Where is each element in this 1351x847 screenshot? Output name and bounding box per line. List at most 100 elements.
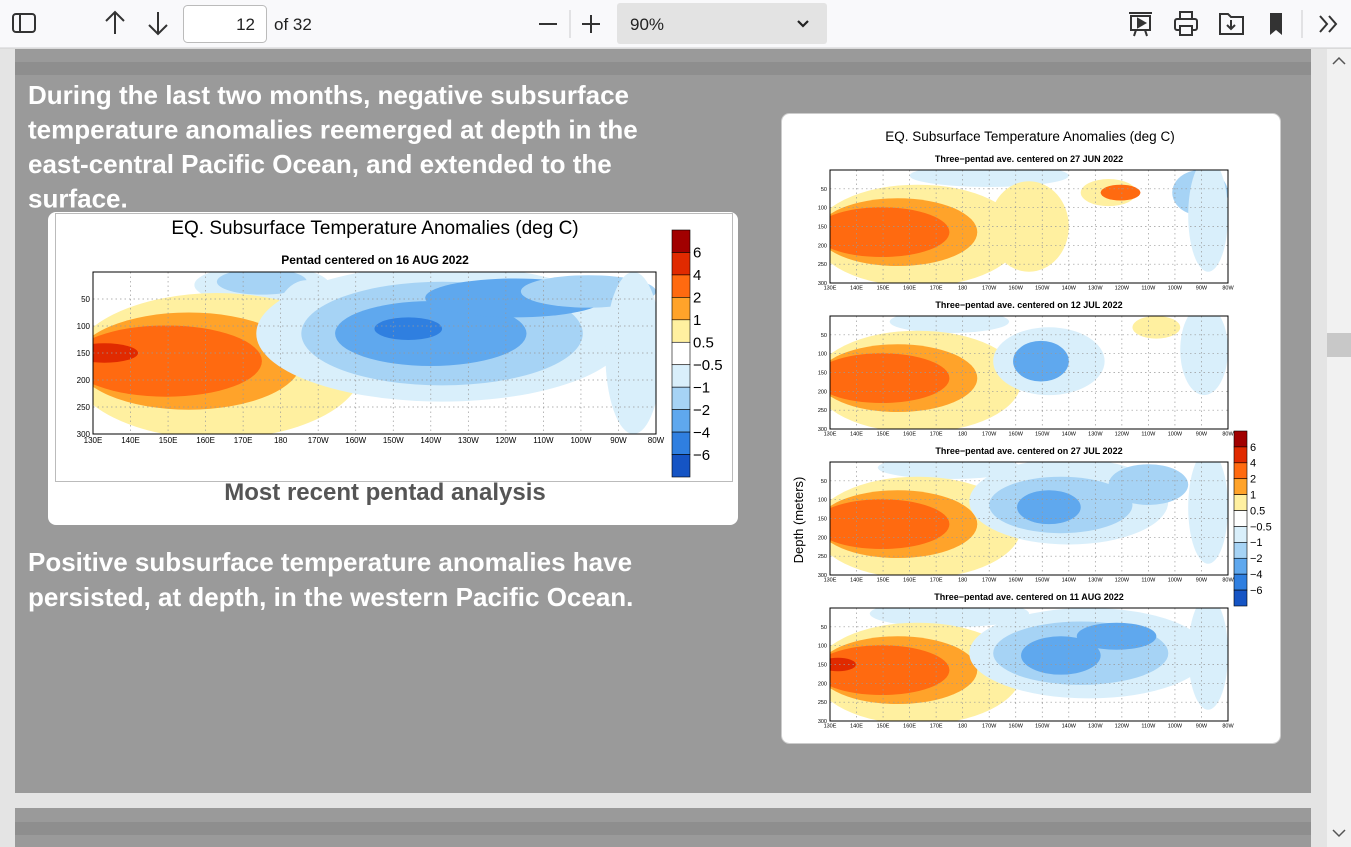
slide-band (15, 62, 1311, 75)
contour (1188, 462, 1228, 564)
colorbar-label: 6 (1250, 442, 1256, 454)
colorbar-swatch (1233, 510, 1248, 527)
y-tick-label: 100 (818, 352, 827, 358)
colorbar-label: −6 (1250, 585, 1263, 597)
x-tick-label: 90W (1196, 578, 1208, 584)
y-tick-label: 250 (818, 554, 827, 560)
x-tick-label: 160W (1009, 432, 1024, 438)
page-number: 12 (236, 15, 255, 34)
x-tick-label: 130W (1088, 432, 1103, 438)
panel-title: Three−pentad ave. centered on 27 JUL 202… (935, 446, 1122, 456)
next-page[interactable] (148, 12, 168, 36)
panel-title: Three−pentad ave. centered on 12 JUL 202… (935, 300, 1122, 310)
present-button[interactable] (1129, 12, 1152, 37)
x-tick-label: 90W (1196, 432, 1208, 438)
contour (1100, 184, 1141, 201)
prev-page[interactable] (105, 10, 125, 34)
paragraph-line: persisted, at depth, in the western Paci… (28, 582, 633, 612)
x-tick-label: 150W (1035, 578, 1050, 584)
colorbar-swatch (671, 274, 691, 298)
main-subtitle: Pentad centered on 16 AUG 2022 (281, 253, 469, 267)
contour (830, 353, 950, 404)
contour-field (830, 608, 1228, 721)
panel-title: Three−pentad ave. centered on 11 AUG 202… (934, 592, 1124, 602)
colorbar-label: 2 (1250, 474, 1256, 486)
scroll-up[interactable] (1332, 56, 1346, 65)
contour (216, 272, 307, 295)
y-tick-label: 300 (818, 719, 827, 725)
x-tick-label: 120W (1115, 578, 1130, 584)
contour (830, 645, 950, 696)
contour (374, 317, 443, 341)
plot-frame (829, 607, 1229, 722)
y-tick-label: 250 (818, 262, 827, 268)
scroll-down[interactable] (1332, 829, 1346, 838)
plot-frame (829, 169, 1229, 284)
x-tick-label: 160E (903, 578, 916, 584)
colorbar-label: −4 (1250, 569, 1263, 581)
bookmark-button[interactable] (1270, 13, 1282, 35)
y-tick-label: 200 (818, 681, 827, 687)
x-tick-label: 120W (1115, 432, 1130, 438)
colorbar-swatch (671, 297, 691, 321)
slide-text: During the last two months, negative sub… (28, 80, 638, 612)
colorbar-label: 0.5 (1250, 505, 1265, 517)
pentad-title: EQ. Subsurface Temperature Anomalies (de… (885, 129, 1174, 144)
x-tick-label: 160E (196, 436, 215, 445)
colorbar-swatch (1233, 478, 1248, 495)
paragraph-line: During the last two months, negative sub… (28, 80, 629, 110)
x-tick-label: 100W (1168, 286, 1183, 292)
page-input[interactable] (183, 5, 267, 43)
zoom-select[interactable] (617, 3, 827, 44)
scrollbar (1327, 49, 1351, 847)
scroll-thumb[interactable] (1327, 333, 1351, 357)
y-tick-label: 50 (821, 333, 827, 339)
contour (1017, 490, 1081, 525)
y-tick-label: 250 (818, 408, 827, 414)
contour (605, 272, 656, 434)
colorbar-swatch (1233, 557, 1248, 575)
x-tick-label: 110W (1141, 724, 1156, 730)
x-tick-label: 130W (1088, 286, 1103, 292)
colorbar-label: 1 (1250, 489, 1256, 501)
x-tick-label: 160E (903, 432, 916, 438)
x-tick-label: 150E (877, 578, 890, 584)
x-tick-label: 170W (982, 578, 997, 584)
x-tick-label: 160E (903, 724, 916, 730)
contour-field (93, 272, 656, 434)
colorbar-swatch (671, 364, 691, 388)
contour-field (830, 462, 1228, 575)
x-tick-label: 170W (982, 432, 997, 438)
y-tick-label: 50 (821, 625, 827, 631)
colorbar-label: 0.5 (693, 335, 714, 352)
x-tick-label: 100W (1168, 578, 1183, 584)
x-tick-label: 160W (1009, 724, 1024, 730)
colorbar-label: −0.5 (1250, 521, 1272, 533)
x-tick-label: 90W (1196, 724, 1208, 730)
sidebar-toggle[interactable] (12, 13, 36, 33)
save-button[interactable] (1219, 13, 1244, 35)
more-tools[interactable] (1319, 15, 1338, 33)
x-tick-label: 100W (1168, 432, 1183, 438)
x-tick-label: 80W (1222, 432, 1234, 438)
contour (1132, 316, 1181, 339)
colorbar-swatch (671, 319, 691, 343)
x-tick-label: 140E (850, 578, 863, 584)
colorbar-swatch (1233, 589, 1248, 607)
x-tick-label: 170W (982, 286, 997, 292)
colorbar-swatch (1233, 494, 1248, 511)
x-tick-label: 180 (274, 436, 288, 445)
paragraph-line: Positive subsurface temperature anomalie… (28, 547, 632, 577)
x-tick-label: 140W (1062, 578, 1077, 584)
colorbar-label: 4 (1250, 458, 1256, 470)
zoom-in[interactable] (582, 15, 600, 33)
print-button[interactable] (1174, 11, 1198, 36)
paragraph-line: temperature anomalies reemerged at depth… (28, 115, 638, 145)
colorbar-label: −2 (693, 402, 710, 419)
x-tick-label: 140W (1062, 724, 1077, 730)
x-tick-label: 150E (877, 724, 890, 730)
x-tick-label: 110W (1141, 286, 1156, 292)
contour (830, 207, 950, 258)
y-tick-label: 150 (818, 662, 827, 668)
x-tick-label: 150W (383, 436, 404, 445)
